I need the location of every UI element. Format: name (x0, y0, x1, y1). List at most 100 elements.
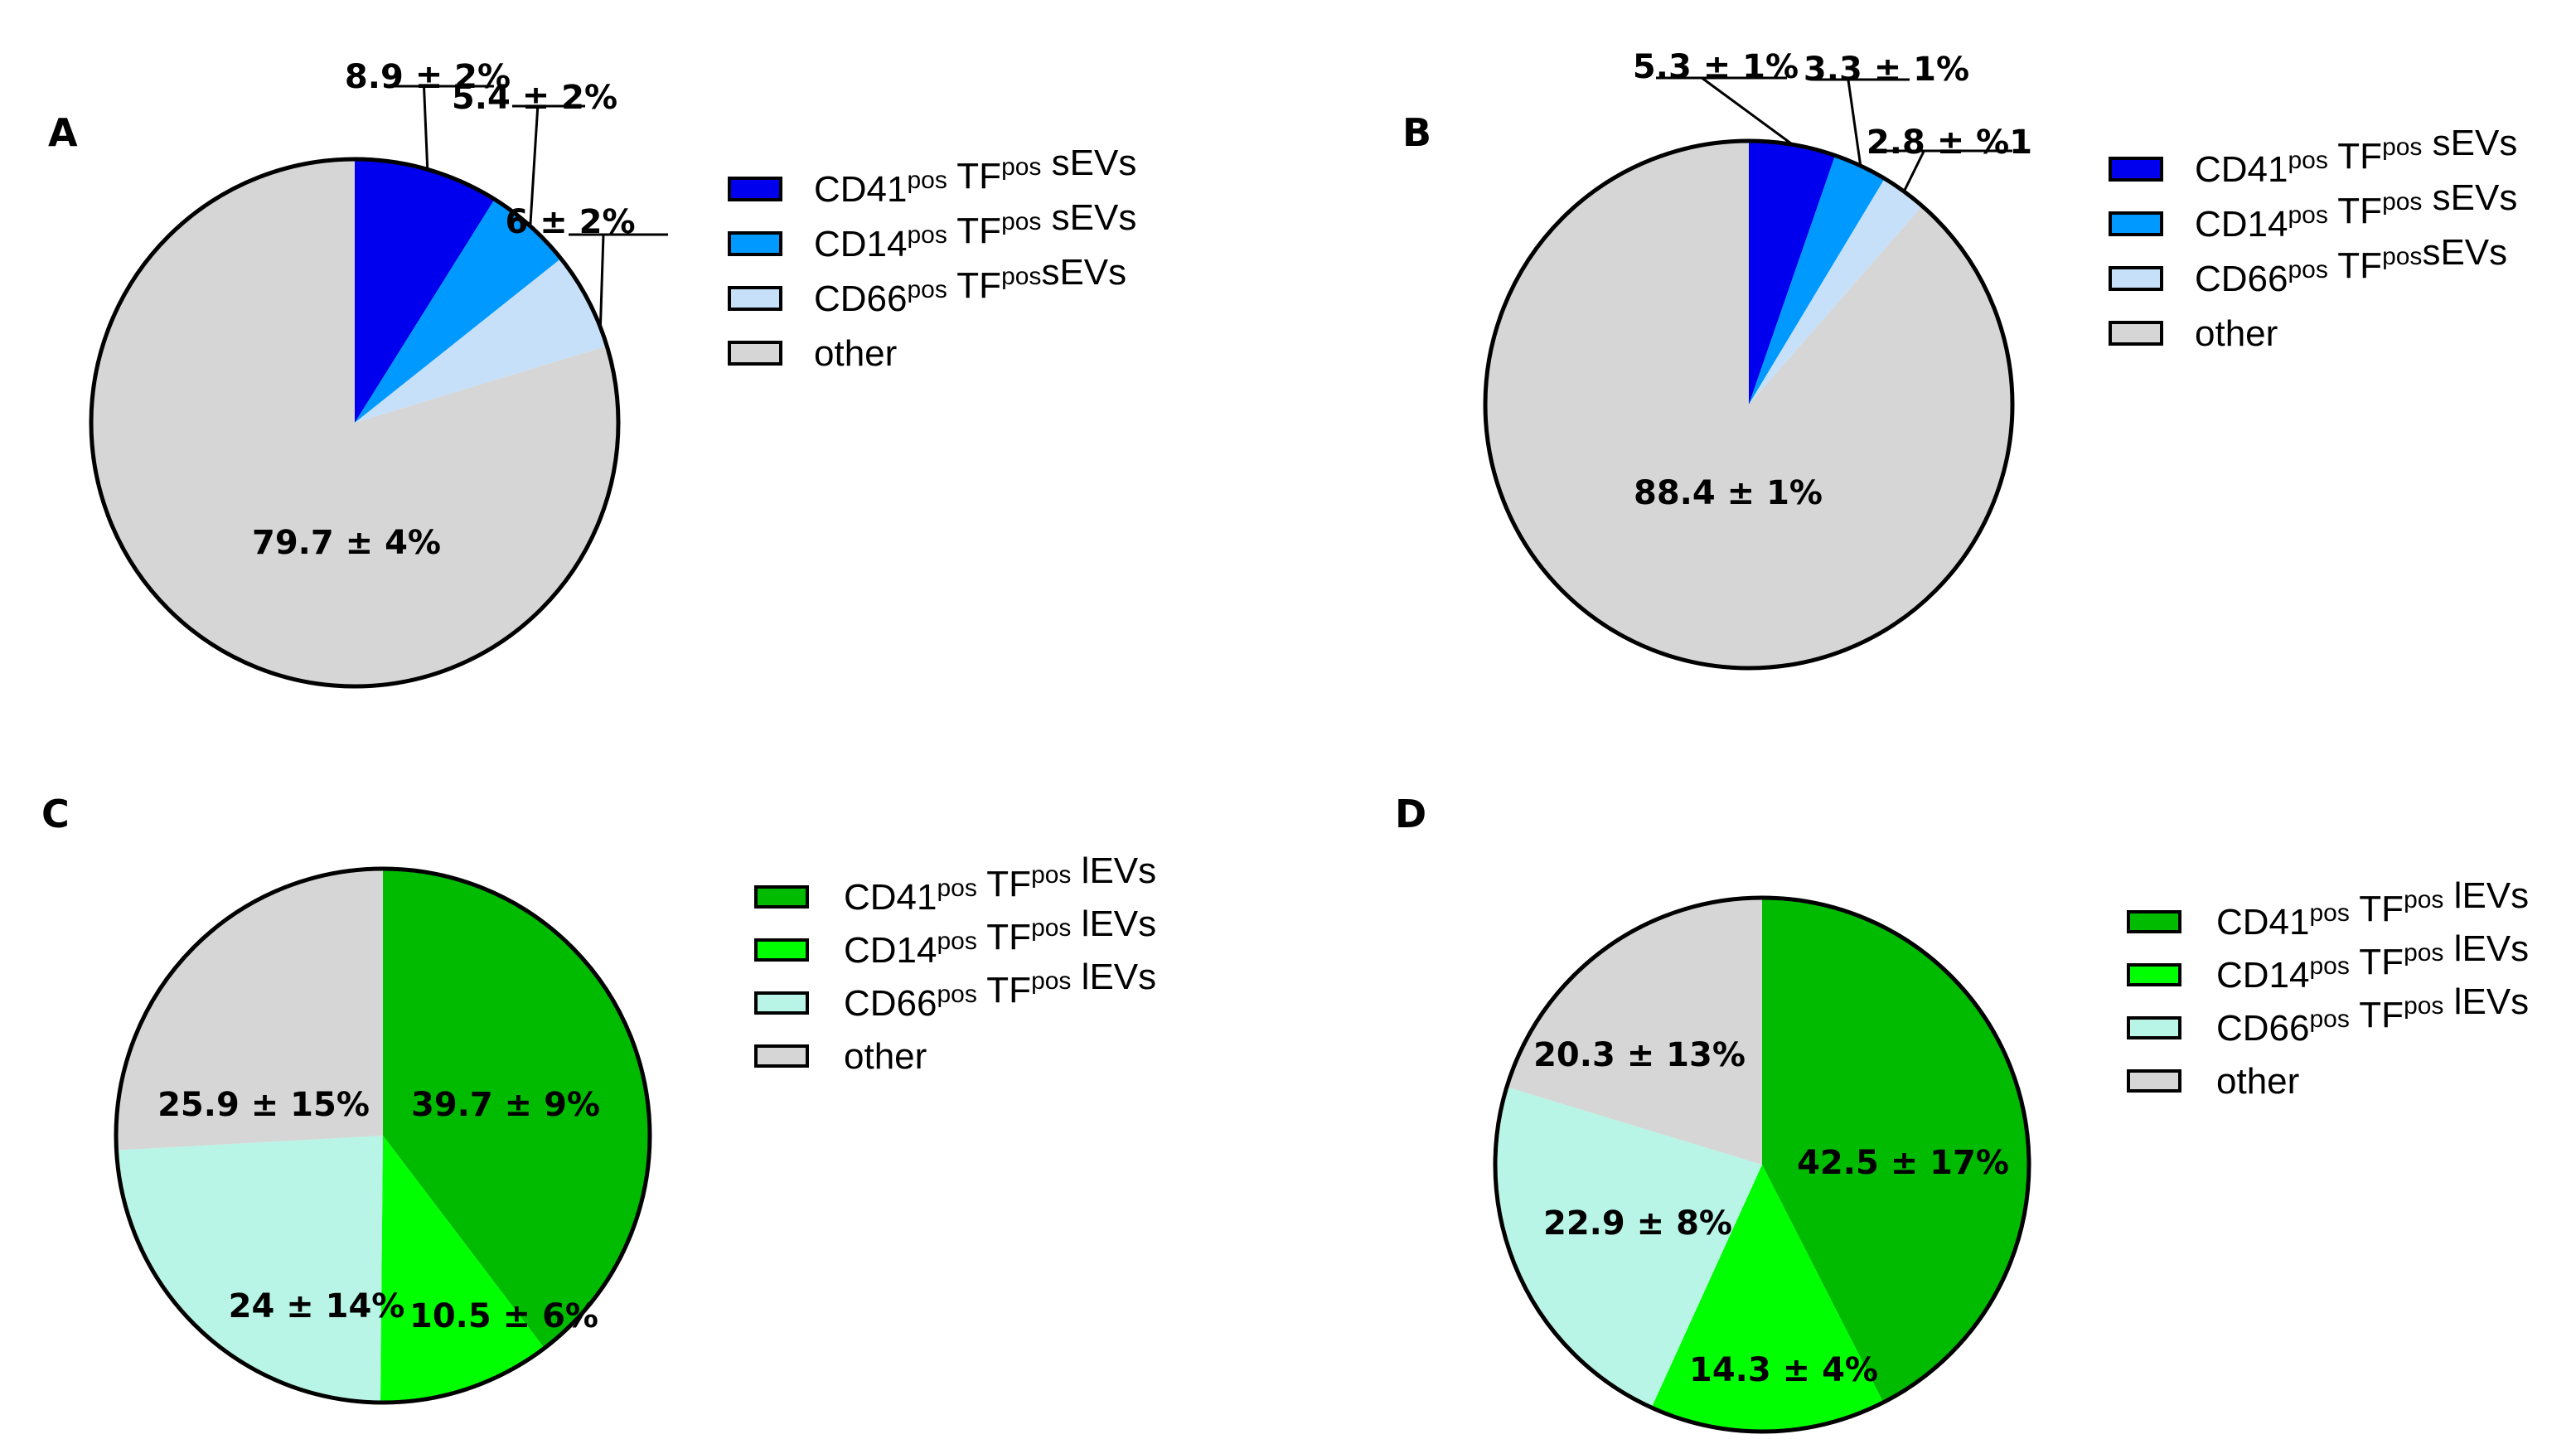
pie-slice (91, 159, 618, 686)
legend-label: CD66pos TFpos lEVs (844, 957, 1156, 1024)
legend-label: CD14pos TFpos sEVs (814, 197, 1136, 264)
legend-label: CD41pos TFpos lEVs (2216, 875, 2529, 942)
pie-slice (383, 869, 651, 1349)
pie-chart-a: A 8.9 ± 2%5.4 ± 2% 6 ± 2% 79.7 ± 4% CD41pos … (48, 58, 1136, 689)
slice-value-label: 39.7 ± 9% (411, 1086, 600, 1124)
panel-letter: C (41, 792, 70, 836)
legend-item: CD14pos TFpos sEVs (728, 197, 1136, 264)
pie-slice (1749, 178, 1923, 405)
legend-swatch (2127, 963, 2181, 986)
legend-swatch (754, 938, 809, 962)
pie-slice (355, 199, 561, 423)
pie-slice (116, 1136, 383, 1403)
callout-line (1701, 76, 1794, 146)
legend-label: CD14pos TFpos sEVs (2195, 177, 2517, 245)
legend-item: CD41pos TFpos lEVs (2127, 875, 2529, 942)
legend-item: CD41pos TFpos sEVs (728, 143, 1136, 210)
slice-value-label: 5.3 ± 1% (1633, 48, 1799, 86)
legend-item: other (2127, 1061, 2299, 1102)
legend-label: CD14pos TFpos lEVs (844, 904, 1156, 971)
legend-swatch (754, 885, 809, 909)
legend-swatch (2127, 910, 2181, 933)
legend-label: CD41pos TFpos lEVs (844, 850, 1156, 918)
panel-letter: D (1395, 792, 1426, 836)
panel-letter: B (1402, 110, 1431, 155)
legend-item: CD66pos TFpossEVs (728, 252, 1126, 319)
legend-label: CD41pos TFpos sEVs (814, 143, 1136, 210)
legend-swatch (754, 991, 809, 1015)
slice-value-label: 24 ± 14% (229, 1287, 405, 1325)
legend-label: CD66pos TFpossEVs (814, 252, 1126, 319)
callout-line (598, 234, 605, 327)
slice-value-label: 10.5 ± 6% (409, 1297, 598, 1335)
legend-swatch (2109, 211, 2163, 236)
callout-line (423, 85, 429, 170)
pie-slice (1484, 141, 2012, 669)
legend-item: CD66pos TFpossEVs (2109, 232, 2507, 299)
slice-value-label: 5.4 ± 2% (452, 79, 617, 117)
legend-swatch (2127, 1016, 2181, 1039)
legend-swatch (728, 231, 782, 256)
legend-item: CD41pos TFpos sEVs (2109, 123, 2517, 190)
legend-swatch (2109, 266, 2163, 291)
slice-value-label: 6 ± 2% (505, 203, 635, 241)
legend-item: other (2109, 313, 2278, 354)
pie-slice (1762, 898, 2030, 1403)
legend-item: CD66pos TFpos lEVs (2127, 981, 2529, 1049)
legend-label: other (2216, 1061, 2299, 1102)
pie-slice (115, 869, 383, 1151)
slice-value-label: 22.9 ± 8% (1543, 1204, 1732, 1243)
pie-outline (89, 157, 621, 689)
legend-label: CD41pos TFpos sEVs (2195, 123, 2517, 190)
legend-item: CD66pos TFpos lEVs (754, 957, 1156, 1024)
slice-value-label: 2.8 ± %1 (1867, 124, 2032, 162)
legend-swatch (728, 286, 782, 311)
legend-swatch (2109, 321, 2163, 346)
slice-value-label: 20.3 ± 13% (1533, 1036, 1746, 1074)
pie-slice (1651, 1165, 1884, 1432)
panel-letter: A (48, 110, 78, 155)
pie-chart-d: D 42.5 ± 17% 14.3 ± 4% 22.9 ± 8% 20.3 ± 13% C… (1395, 792, 2529, 1434)
slice-value-label: 79.7 ± 4% (252, 524, 441, 562)
slice-value-label: 14.3 ± 4% (1689, 1351, 1878, 1389)
pie-slice (355, 258, 608, 423)
slice-value-label: 42.5 ± 17% (1797, 1144, 2009, 1182)
pie-chart-c: C 39.7 ± 9% 10.5 ± 6%24 ± 14% 25.9 ± 15% CD4… (41, 792, 1156, 1405)
pie-slice (1506, 898, 1762, 1165)
pie-slice (1495, 1087, 1762, 1408)
pie-outline (1483, 138, 2015, 671)
pie-slice (380, 1136, 545, 1403)
callout-line (1902, 150, 1925, 192)
slice-value-label: 3.3 ± 1% (1804, 51, 1969, 89)
legend-swatch (754, 1044, 809, 1068)
legend-swatch (2127, 1069, 2181, 1093)
legend-swatch (728, 341, 782, 366)
legend-label: CD66pos TFpos lEVs (2216, 981, 2529, 1049)
legend-label: CD14pos TFpos lEVs (2216, 928, 2529, 996)
legend-item: other (754, 1036, 927, 1077)
legend-item: CD14pos TFpos lEVs (754, 904, 1156, 971)
callout-line (1847, 79, 1862, 167)
legend-swatch (2109, 157, 2163, 182)
callout-line (529, 105, 540, 226)
legend-swatch (728, 177, 782, 201)
pie-slice (355, 159, 495, 423)
legend-item: CD14pos TFpos sEVs (2109, 177, 2517, 245)
legend-item: CD41pos TFpos lEVs (754, 850, 1156, 918)
pie-chart-b: B 5.3 ± 1% 3.3 ± 1% 2.8 ± %1 88.4 ± 1% CD41po… (1402, 48, 2517, 671)
pie-slice (1749, 141, 1836, 405)
slice-value-label: 25.9 ± 15% (157, 1086, 370, 1124)
pie-slice (1749, 155, 1885, 405)
legend-item: other (728, 333, 897, 374)
legend-label: other (814, 333, 897, 374)
slice-value-label: 88.4 ± 1% (1634, 474, 1823, 512)
pie-outline (1493, 895, 2031, 1434)
legend-label: other (2195, 313, 2278, 354)
legend-item: CD14pos TFpos lEVs (2127, 928, 2529, 996)
pie-outline (114, 866, 652, 1405)
